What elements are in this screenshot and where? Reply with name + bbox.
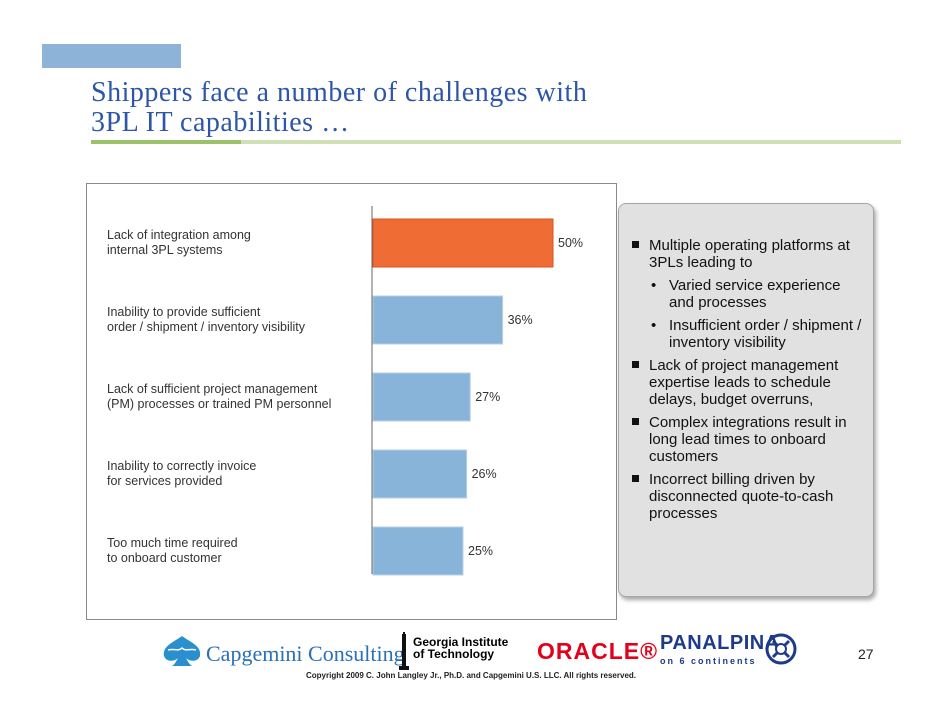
chart-category-label-line: for services provided	[107, 474, 223, 488]
georgia-tech-line-1: Georgia Institute	[413, 635, 509, 649]
copyright-notice: Copyright 2009 C. John Langley Jr., Ph.D…	[306, 671, 636, 680]
chart-value-label: 25%	[468, 544, 493, 558]
chart-category-label: Lack of integration among internal 3PL sy…	[107, 228, 377, 258]
finding-bullet: Multiple operating platforms at 3PLs lea…	[628, 237, 867, 351]
slide-title: Shippers face a number of challenges wit…	[91, 78, 587, 138]
chart-bar	[372, 218, 554, 268]
footer-logos: Capgemini Consulting Georgia Institute o…	[0, 628, 942, 678]
georgia-tech-line-2: of Technology	[413, 647, 495, 661]
panalpina-logo-text: PANALPINA	[660, 632, 780, 654]
chart-category-label: Inability to correctly invoice for servic…	[107, 459, 377, 489]
capgemini-logo-text: Capgemini Consulting	[206, 641, 405, 666]
finding-sub-list: Varied service experience and processes I…	[649, 277, 867, 351]
title-underline	[91, 140, 901, 144]
chart-bar	[372, 526, 464, 576]
bar-chart: 50% 36% 27% 26% 25%	[371, 206, 583, 576]
slide-title-line-2: 3PL IT capabilities …	[91, 107, 350, 138]
chart-category-label-line: Lack of sufficient project management	[107, 382, 318, 396]
findings-list: Multiple operating platforms at 3PLs lea…	[628, 237, 867, 528]
finding-bullet: Complex integrations result in long lead…	[628, 414, 867, 465]
chart-category-label-line: (PM) processes or trained PM personnel	[107, 397, 332, 411]
chart-bar	[372, 449, 468, 499]
chart-value-label: 26%	[472, 467, 497, 481]
finding-sub-bullet: Varied service experience and processes	[649, 277, 867, 311]
page-number: 27	[858, 646, 874, 662]
chart-value-label: 36%	[508, 313, 533, 327]
findings-callout: Multiple operating platforms at 3PLs lea…	[618, 203, 874, 597]
title-underline-accent	[91, 140, 241, 144]
finding-bullet: Lack of project management expertise lea…	[628, 357, 867, 408]
chart-category-label-line: Too much time required	[107, 536, 238, 550]
chart-bar	[372, 372, 471, 422]
panalpina-globe-icon	[765, 633, 797, 665]
georgia-tech-tower-icon	[399, 632, 409, 670]
chart-category-label-line: Lack of integration among	[107, 228, 251, 242]
chart-category-label-line: to onboard customer	[107, 551, 222, 565]
chart-bar	[372, 295, 504, 345]
finding-bullet-text: Incorrect billing driven by disconnected…	[649, 471, 834, 522]
chart-value-label: 50%	[558, 236, 583, 250]
finding-sub-bullet: Insufficient order / shipment / inventor…	[649, 317, 867, 351]
chart-category-label-line: internal 3PL systems	[107, 243, 223, 257]
slide-title-line-1: Shippers face a number of challenges wit…	[91, 77, 588, 108]
chart-category-label-line: Inability to provide sufficient	[107, 305, 261, 319]
chart-value-label: 27%	[475, 390, 500, 404]
chart-category-label-line: order / shipment / inventory visibility	[107, 320, 305, 334]
panalpina-tagline: on 6 continents	[660, 656, 757, 666]
chart-category-label-line: Inability to correctly invoice	[107, 459, 257, 473]
chart-category-label: Lack of sufficient project management (PM…	[107, 382, 377, 412]
finding-bullet: Incorrect billing driven by disconnected…	[628, 471, 867, 522]
oracle-logo: ORACLE®	[537, 638, 659, 664]
chart-category-label: Too much time required to onboard custome…	[107, 536, 377, 566]
finding-bullet-text: Complex integrations result in long lead…	[649, 414, 847, 465]
header-accent-bar	[42, 44, 181, 68]
capgemini-spade-icon	[163, 636, 201, 666]
finding-bullet-text: Multiple operating platforms at 3PLs lea…	[649, 237, 850, 271]
bar-chart-panel: 50% 36% 27% 26% 25% Lack of integration amon…	[86, 183, 617, 620]
chart-category-label: Inability to provide sufficient order / s…	[107, 305, 377, 335]
finding-bullet-text: Lack of project management expertise lea…	[649, 357, 839, 408]
